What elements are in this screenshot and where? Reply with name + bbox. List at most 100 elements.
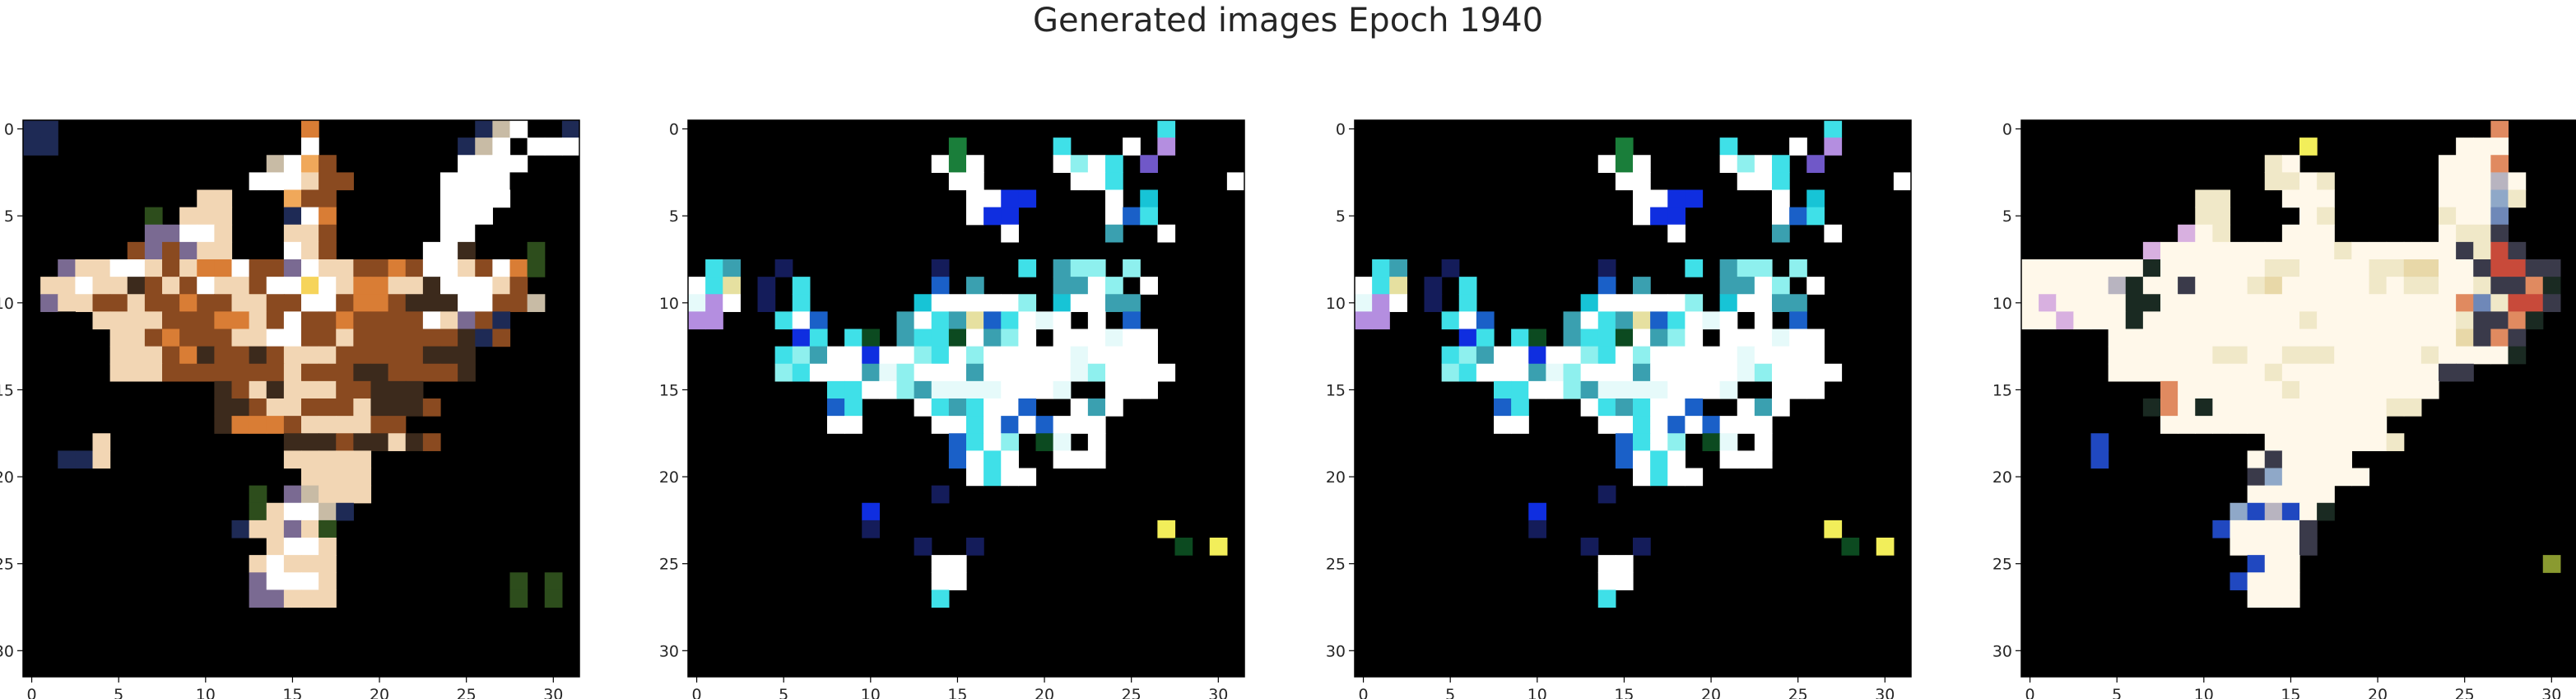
image-pixel xyxy=(214,241,233,260)
image-pixel xyxy=(1772,207,1790,226)
image-pixel xyxy=(2351,398,2370,417)
image-pixel xyxy=(144,259,163,277)
image-pixel xyxy=(2508,189,2527,208)
image-pixel xyxy=(353,485,372,504)
image-pixel xyxy=(2439,241,2457,260)
y-tick-label: 0 xyxy=(2002,121,2012,139)
image-pixel xyxy=(1597,311,1616,330)
image-pixel xyxy=(1494,398,1512,417)
image-pixel xyxy=(1719,137,1738,156)
image-pixel xyxy=(283,398,302,417)
image-pixel xyxy=(2299,259,2318,277)
image-pixel xyxy=(2281,294,2300,312)
image-pixel xyxy=(1070,363,1089,382)
image-pixel xyxy=(1650,363,1668,382)
image-pixel xyxy=(2508,311,2527,330)
image-pixel xyxy=(440,311,458,330)
image-pixel xyxy=(370,398,389,417)
image-pixel xyxy=(266,520,285,538)
image-pixel xyxy=(353,259,372,277)
image-pixel xyxy=(353,468,372,487)
image-pixel xyxy=(931,363,950,382)
image-pixel xyxy=(2178,259,2196,277)
image-pixel xyxy=(2508,329,2527,347)
image-pixel xyxy=(2178,277,2196,295)
image-pixel xyxy=(1806,329,1825,347)
image-pixel xyxy=(827,398,845,417)
image-pixel xyxy=(1615,137,1634,156)
image-pixel xyxy=(2299,294,2318,312)
image-pixel xyxy=(109,329,128,347)
image-pixel xyxy=(301,468,319,487)
image-pixel xyxy=(1719,277,1738,295)
image-pixel xyxy=(2490,189,2509,208)
image-pixel xyxy=(1580,380,1599,399)
image-pixel xyxy=(319,468,337,487)
image-pixel xyxy=(705,277,723,295)
image-pixel xyxy=(2456,277,2474,295)
image-pixel xyxy=(2420,311,2439,330)
image-pixel xyxy=(1580,398,1599,417)
image-pixel xyxy=(948,294,967,312)
image-pixel xyxy=(2178,363,2196,382)
image-pixel xyxy=(2508,241,2527,260)
image-pixel xyxy=(2317,189,2335,208)
image-pixel xyxy=(1001,224,1019,243)
image-pixel xyxy=(266,311,285,330)
image-pixel xyxy=(283,224,302,243)
image-pixel xyxy=(2264,555,2283,573)
image-pixel xyxy=(214,311,233,330)
image-pixel xyxy=(1685,398,1704,417)
image-pixel xyxy=(2178,311,2196,330)
image-pixel xyxy=(1650,398,1668,417)
image-pixel xyxy=(1754,259,1773,277)
image-pixel xyxy=(2508,259,2527,277)
image-pixel xyxy=(1070,346,1089,365)
image-pixel xyxy=(2230,329,2248,347)
image-pixel xyxy=(1528,502,1546,521)
image-pixel xyxy=(2264,589,2283,608)
image-pixel xyxy=(827,363,845,382)
image-pixel xyxy=(353,346,372,365)
image-pixel xyxy=(40,277,58,295)
image-pixel xyxy=(214,259,233,277)
image-pixel xyxy=(1667,207,1686,226)
image-pixel xyxy=(1123,329,1141,347)
image-pixel xyxy=(301,589,319,608)
image-pixel xyxy=(2490,329,2509,347)
image-pixel xyxy=(509,294,528,312)
image-pixel xyxy=(301,172,319,191)
image-pixel xyxy=(1053,311,1072,330)
image-pixel xyxy=(2439,224,2457,243)
image-pixel xyxy=(1424,277,1443,295)
image-pixel xyxy=(509,120,528,138)
image-pixel xyxy=(2490,346,2509,365)
image-pixel xyxy=(1018,468,1037,487)
image-pixel xyxy=(1546,380,1565,399)
image-pixel xyxy=(1053,450,1072,469)
image-pixel xyxy=(1580,363,1599,382)
image-pixel xyxy=(1633,189,1651,208)
image-pixel xyxy=(1070,277,1089,295)
image-pixel xyxy=(214,207,233,226)
image-pixel xyxy=(301,259,319,277)
x-tick-label: 30 xyxy=(2541,686,2561,699)
image-pixel xyxy=(492,329,511,347)
image-pixel xyxy=(2264,538,2283,556)
image-pixel xyxy=(862,329,880,347)
image-pixel xyxy=(283,363,302,382)
image-pixel xyxy=(162,224,180,243)
image-pixel xyxy=(931,346,950,365)
image-pixel xyxy=(2525,259,2544,277)
y-tick-label: 25 xyxy=(1326,556,1346,574)
image-pixel xyxy=(319,433,337,451)
image-pixel xyxy=(458,294,476,312)
image-pixel xyxy=(1685,346,1704,365)
image-pixel xyxy=(370,363,389,382)
image-pixel xyxy=(2456,346,2474,365)
image-pixel xyxy=(1001,329,1019,347)
image-pixel xyxy=(458,346,476,365)
image-pixel xyxy=(1737,398,1755,417)
image-pixel xyxy=(1667,311,1686,330)
